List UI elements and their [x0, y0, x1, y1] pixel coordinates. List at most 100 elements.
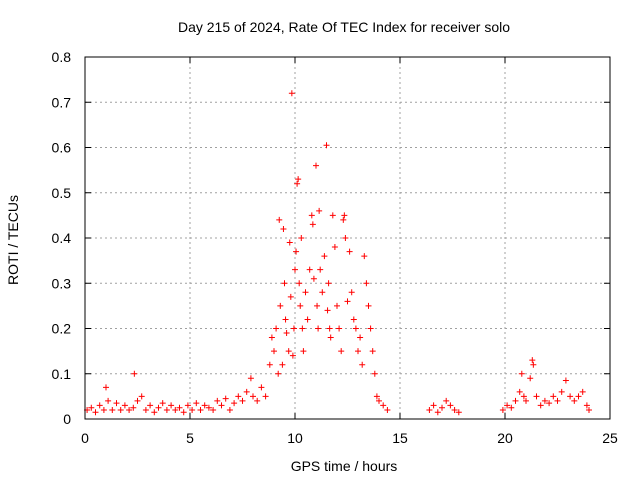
data-point-marker [575, 393, 582, 400]
data-point-marker [222, 395, 229, 402]
data-point-marker [439, 404, 445, 411]
data-point-marker [348, 289, 355, 296]
data-point-marker [210, 406, 217, 413]
data-point-marker [455, 409, 462, 416]
data-point-marker [530, 361, 537, 368]
data-point-marker [298, 235, 305, 241]
data-point-marker [516, 388, 523, 395]
data-point-marker [304, 316, 311, 323]
data-point-marker [266, 361, 273, 368]
data-point-marker [504, 402, 511, 409]
data-point-marker [352, 325, 359, 332]
data-point-marker [100, 406, 107, 413]
data-point-marker [350, 316, 357, 323]
data-point-marker [189, 406, 196, 413]
data-point-marker [373, 393, 380, 400]
data-point-marker [214, 397, 221, 404]
data-point-marker [355, 348, 361, 355]
data-point-marker [130, 404, 137, 411]
data-point-marker [262, 393, 269, 400]
data-point-marker [92, 409, 99, 416]
data-point-marker [430, 402, 437, 409]
y-axis-label: ROTI / TECUs [5, 195, 21, 285]
data-point-marker [512, 397, 519, 404]
data-point-marker [103, 384, 109, 391]
data-point-marker [316, 207, 323, 214]
data-point-marker [357, 334, 364, 341]
data-point-marker [296, 280, 303, 287]
data-point-marker [306, 266, 313, 273]
y-tick-label: 0.4 [52, 230, 72, 246]
data-point-marker [583, 402, 590, 409]
data-point-marker [361, 253, 368, 260]
data-point-marker [180, 409, 187, 416]
data-point-marker [226, 406, 233, 413]
data-point-marker [586, 406, 592, 413]
data-point-marker [344, 298, 351, 305]
y-tick-label: 0.3 [52, 275, 72, 291]
data-points [84, 90, 592, 416]
data-point-marker [518, 370, 525, 377]
data-point-marker [105, 397, 112, 404]
data-point-marker [247, 375, 254, 382]
data-point-marker [336, 325, 343, 332]
data-point-marker [327, 334, 334, 341]
data-point-marker [550, 393, 557, 400]
data-point-marker [562, 377, 569, 384]
data-point-marker [341, 212, 348, 219]
data-point-marker [258, 384, 265, 391]
data-point-marker [109, 406, 116, 413]
data-point-marker [443, 397, 450, 404]
data-point-marker [276, 216, 283, 223]
data-point-marker [527, 375, 534, 382]
data-point-marker [117, 406, 124, 413]
data-point-marker [579, 388, 586, 395]
x-tick-label: 25 [602, 430, 618, 446]
data-point-marker [172, 406, 179, 413]
grid [85, 57, 610, 419]
data-point-marker [338, 348, 345, 355]
data-point-marker [283, 330, 290, 337]
y-tick-label: 0 [63, 411, 71, 427]
y-axis-ticks: 0 0.1 0.2 0.3 0.4 0.5 0.6 0.7 0.8 [52, 49, 610, 427]
data-point-marker [426, 406, 433, 413]
data-point-marker [302, 289, 309, 296]
data-point-marker [499, 406, 506, 413]
data-point-marker [275, 370, 282, 377]
data-point-marker [329, 212, 336, 219]
data-point-marker [297, 302, 304, 309]
data-point-marker [147, 402, 154, 409]
data-point-marker [205, 404, 212, 411]
data-point-marker [184, 402, 191, 409]
data-point-marker [293, 248, 300, 255]
data-point-marker [376, 397, 382, 404]
data-point-marker [325, 280, 332, 287]
data-point-marker [121, 402, 128, 409]
data-point-marker [371, 370, 378, 377]
data-point-marker [287, 293, 294, 300]
data-point-marker [300, 348, 307, 355]
data-point-marker [294, 180, 301, 187]
data-point-marker [268, 334, 275, 341]
data-point-marker [138, 393, 145, 400]
data-point-marker [288, 90, 295, 97]
data-point-marker [508, 404, 515, 411]
data-point-marker [359, 361, 366, 368]
data-point-marker [315, 325, 322, 332]
data-point-marker [280, 225, 287, 232]
data-point-marker [541, 397, 548, 404]
data-point-marker [314, 302, 321, 309]
data-point-marker [554, 397, 561, 404]
data-point-marker [273, 325, 280, 332]
data-point-marker [176, 404, 183, 411]
data-point-marker [277, 302, 284, 309]
data-point-marker [319, 289, 326, 296]
y-tick-label: 0.2 [52, 321, 72, 337]
y-tick-label: 0.1 [52, 366, 72, 382]
data-point-marker [310, 275, 317, 282]
data-point-marker [193, 400, 200, 407]
data-point-marker [309, 221, 316, 228]
data-point-marker [281, 280, 288, 287]
data-point-marker [447, 402, 454, 409]
